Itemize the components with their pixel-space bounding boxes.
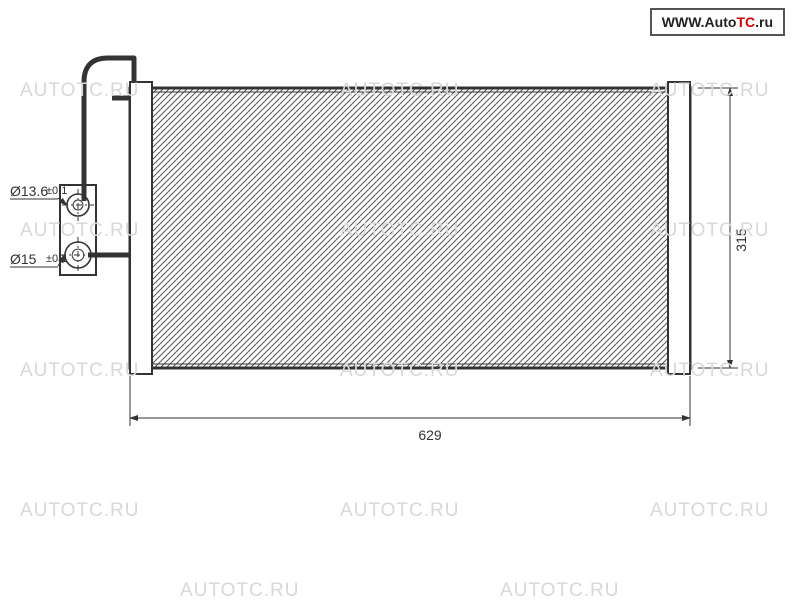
svg-text:±0.1: ±0.1 (46, 185, 67, 197)
logo-suffix: .ru (755, 14, 773, 30)
svg-text:±0.1: ±0.1 (46, 253, 67, 265)
dim-height-label: 315 (733, 228, 749, 252)
logo-accent: TC (736, 14, 755, 30)
port-dia-label: Ø13.6 (10, 183, 48, 199)
technical-drawing: 315629Ø13.6±0.1Ø15±0.1 (0, 0, 800, 600)
logo-watermark: WWW.AutoTC.ru (650, 8, 785, 36)
port-dia-label: Ø15 (10, 251, 37, 267)
logo-mid: Auto (705, 14, 737, 30)
logo-prefix: WWW. (662, 14, 705, 30)
dim-width-label: 629 (418, 427, 442, 443)
